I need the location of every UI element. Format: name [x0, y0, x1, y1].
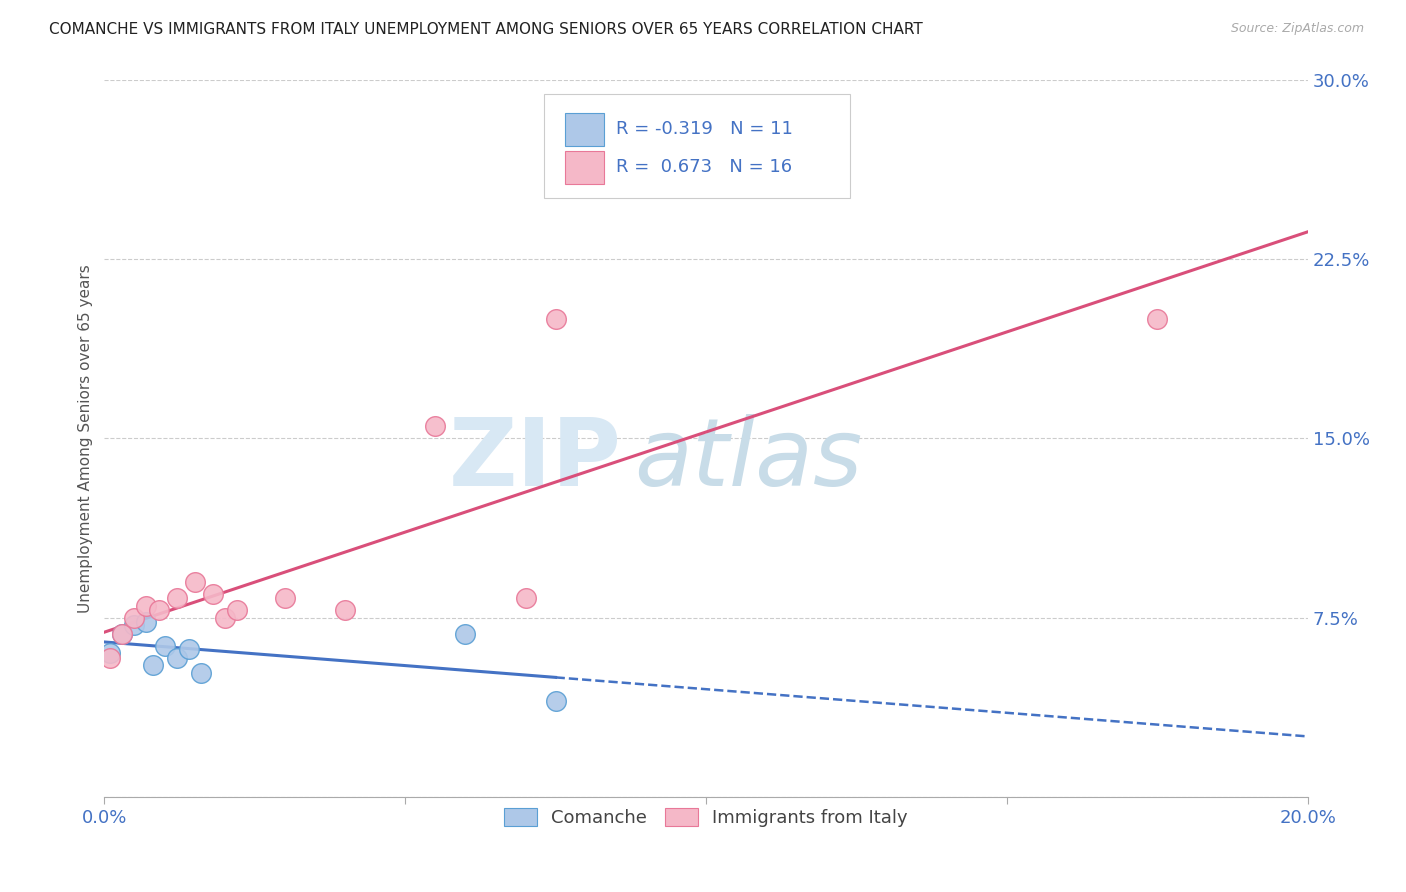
- Point: [111, 627, 134, 641]
- Point: [190, 665, 212, 680]
- Point: [333, 603, 356, 617]
- Point: [141, 658, 163, 673]
- Point: [100, 651, 122, 665]
- Point: [166, 591, 188, 606]
- Point: [454, 627, 477, 641]
- Point: [135, 615, 157, 630]
- Point: [225, 603, 247, 617]
- Point: [274, 591, 297, 606]
- Point: [135, 599, 157, 613]
- Text: atlas: atlas: [634, 415, 862, 506]
- FancyBboxPatch shape: [544, 95, 851, 198]
- Point: [214, 610, 236, 624]
- FancyBboxPatch shape: [565, 151, 603, 184]
- Text: COMANCHE VS IMMIGRANTS FROM ITALY UNEMPLOYMENT AMONG SENIORS OVER 65 YEARS CORRE: COMANCHE VS IMMIGRANTS FROM ITALY UNEMPL…: [49, 22, 922, 37]
- Point: [183, 574, 205, 589]
- Text: Source: ZipAtlas.com: Source: ZipAtlas.com: [1230, 22, 1364, 36]
- Y-axis label: Unemployment Among Seniors over 65 years: Unemployment Among Seniors over 65 years: [79, 264, 93, 613]
- Point: [148, 603, 170, 617]
- Point: [1146, 312, 1168, 326]
- Point: [124, 617, 146, 632]
- Point: [124, 610, 146, 624]
- Legend: Comanche, Immigrants from Italy: Comanche, Immigrants from Italy: [498, 801, 915, 834]
- Text: R = -0.319   N = 11: R = -0.319 N = 11: [616, 120, 793, 138]
- Point: [425, 419, 447, 434]
- Point: [166, 651, 188, 665]
- Point: [515, 591, 537, 606]
- FancyBboxPatch shape: [565, 113, 603, 146]
- Text: R =  0.673   N = 16: R = 0.673 N = 16: [616, 159, 792, 177]
- Point: [201, 587, 224, 601]
- Point: [177, 641, 200, 656]
- Point: [544, 694, 567, 708]
- Point: [544, 312, 567, 326]
- Text: ZIP: ZIP: [449, 414, 621, 506]
- Point: [153, 640, 176, 654]
- Point: [100, 647, 122, 661]
- Point: [111, 627, 134, 641]
